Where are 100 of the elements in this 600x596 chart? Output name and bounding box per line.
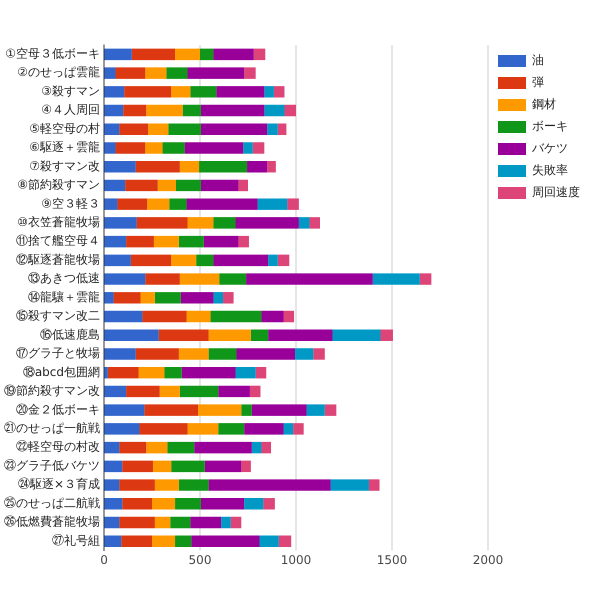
- bar: [241, 460, 251, 472]
- bar: [104, 254, 131, 266]
- bar: [104, 292, 114, 304]
- bar: [166, 67, 188, 79]
- bar: [200, 48, 214, 60]
- bar: [158, 330, 209, 341]
- bar: [186, 310, 211, 322]
- bar: [116, 67, 146, 79]
- bar: [180, 160, 200, 172]
- bar: [216, 86, 264, 98]
- bar: [278, 124, 286, 135]
- bar: [332, 330, 380, 341]
- x-tick-label: 2000: [472, 552, 504, 567]
- bar: [175, 498, 201, 510]
- bar: [236, 217, 299, 229]
- bar: [119, 516, 155, 528]
- bar: [175, 48, 200, 60]
- legend-label: 弾: [532, 75, 544, 90]
- bar: [104, 460, 122, 472]
- bar: [145, 67, 166, 79]
- bar: [238, 236, 249, 248]
- bar: [221, 516, 231, 528]
- bar: [191, 536, 260, 547]
- y-tick-label: ⑤軽空母の村: [29, 121, 100, 136]
- y-tick-label: ㉑のせっぱ一航戦: [4, 421, 100, 436]
- bar: [182, 366, 236, 378]
- bar: [146, 104, 183, 116]
- bar: [169, 198, 187, 210]
- bar: [104, 180, 126, 192]
- bar: [122, 498, 152, 510]
- bar: [247, 160, 268, 172]
- bar: [154, 516, 170, 528]
- bar: [152, 460, 172, 472]
- bar: [114, 292, 140, 304]
- bar: [104, 273, 146, 285]
- bar: [213, 292, 224, 304]
- bar: [213, 254, 268, 266]
- bar: [126, 386, 160, 398]
- bar: [152, 498, 176, 510]
- x-tick-label: 1500: [376, 552, 408, 567]
- bar: [267, 160, 276, 172]
- bar: [178, 479, 209, 491]
- bar: [152, 536, 176, 547]
- bar: [154, 292, 181, 304]
- y-tick-label: ⑩衣笠蒼龍牧場: [17, 215, 100, 230]
- bar: [164, 366, 182, 378]
- bar: [145, 273, 180, 285]
- y-tick-label: ⑱abcd包囲網: [22, 364, 100, 379]
- bar: [178, 348, 209, 360]
- bar: [186, 198, 258, 210]
- bar: [147, 198, 170, 210]
- legend-label: 失敗率: [532, 163, 568, 178]
- bar: [190, 86, 216, 98]
- bar: [238, 180, 248, 192]
- y-tick-label: ㉔駆逐×３育成: [18, 477, 100, 492]
- bar: [420, 273, 432, 285]
- y-tick-label: ㉒軽空母の村改: [16, 440, 100, 454]
- bar: [278, 254, 290, 266]
- bar: [121, 536, 152, 547]
- bar: [278, 536, 292, 547]
- bar: [295, 348, 314, 360]
- bar: [142, 310, 187, 322]
- bar: [171, 460, 205, 472]
- x-tick-label: 500: [188, 552, 212, 567]
- bar: [213, 48, 254, 60]
- bar: [154, 236, 179, 248]
- bar: [223, 292, 234, 304]
- y-tick-label: ⑲節約殺すマン改: [4, 384, 100, 398]
- bar: [104, 423, 140, 435]
- bar: [132, 48, 176, 60]
- bar: [236, 348, 296, 360]
- legend-label: ボーキ: [532, 119, 568, 134]
- bar: [204, 460, 242, 472]
- bar: [218, 423, 244, 435]
- bar: [309, 217, 320, 229]
- bar: [136, 217, 188, 229]
- bar: [104, 404, 144, 416]
- bar: [264, 86, 274, 98]
- bar: [138, 366, 164, 378]
- bar: [144, 404, 198, 416]
- bar: [104, 217, 137, 229]
- bar: [184, 142, 244, 154]
- bar: [284, 423, 294, 435]
- bar: [246, 273, 373, 285]
- bar: [123, 104, 146, 116]
- bar: [104, 366, 108, 378]
- bar: [148, 124, 168, 135]
- bar: [200, 498, 244, 510]
- bar: [104, 536, 122, 547]
- bar: [117, 198, 148, 210]
- bar: [136, 160, 180, 172]
- bar: [104, 498, 122, 510]
- bar: [284, 310, 294, 322]
- bar: [230, 516, 242, 528]
- bar: [146, 442, 168, 454]
- y-tick-label: ㉕のせっぱ二航戦: [4, 496, 100, 510]
- bar: [182, 104, 201, 116]
- bar: [268, 330, 332, 341]
- y-tick-label: ⑧節約殺すマン: [17, 178, 100, 192]
- bar: [104, 479, 120, 491]
